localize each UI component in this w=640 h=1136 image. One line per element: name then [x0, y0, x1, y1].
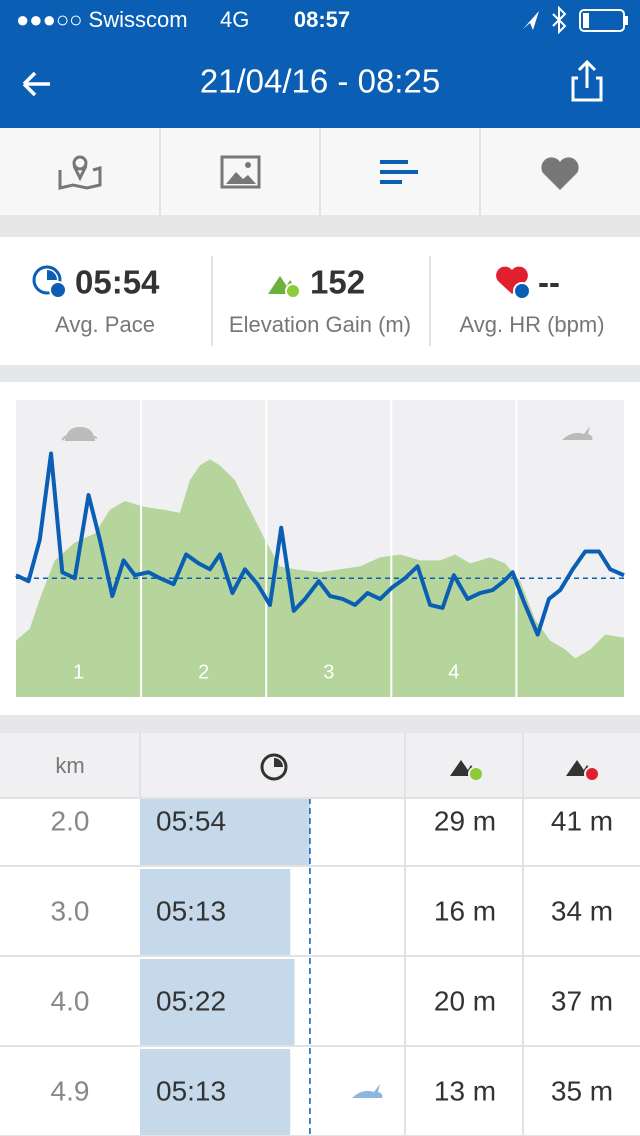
back-button[interactable] — [22, 71, 50, 97]
ascent: 29 m — [434, 805, 496, 836]
bluetooth-icon — [552, 5, 567, 35]
network: 4G — [220, 7, 249, 32]
km: 3.0 — [51, 895, 90, 926]
tab-photo[interactable] — [220, 155, 261, 189]
segment-label: 2 — [198, 661, 209, 683]
stat-value: 05:54 — [75, 264, 160, 301]
stat-value: 152 — [310, 264, 365, 301]
fast-icon — [352, 1084, 383, 1098]
carrier: ●●●○○ Swisscom — [16, 7, 188, 32]
stat-label: Avg. HR (bpm) — [459, 312, 604, 337]
stat-value: -- — [538, 264, 560, 301]
pace-chart: 1 2 3 4 — [15, 400, 625, 697]
km: 4.0 — [51, 985, 90, 1016]
pace-line — [15, 451, 625, 637]
clock: 08:57 — [294, 7, 350, 32]
splits-table: 2.0 05:54 29 m 41 m 3.0 05:13 16 m 34 m 4.0 05:22… — [0, 733, 640, 1136]
hr-icon — [496, 266, 531, 300]
ascent: 13 m — [434, 1075, 496, 1106]
slow-icon — [61, 426, 98, 441]
location-icon — [523, 11, 539, 30]
descent-badge — [584, 766, 600, 782]
pace-bar — [140, 869, 291, 957]
segment-label: 4 — [448, 661, 459, 683]
battery-level — [583, 13, 589, 28]
nav-title: 21/04/16 - 08:25 — [200, 63, 440, 100]
tab-dividers — [159, 128, 481, 215]
pace: 05:22 — [156, 985, 226, 1016]
pace: 05:13 — [156, 895, 226, 926]
elevation-area — [16, 459, 624, 697]
battery — [579, 9, 625, 32]
ascent-badge — [468, 766, 484, 782]
segment-label: 3 — [323, 661, 334, 683]
gap — [0, 715, 640, 733]
stat-label: Elevation Gain (m) — [229, 312, 411, 337]
ascent: 16 m — [434, 895, 496, 926]
tab-heart[interactable] — [541, 157, 579, 190]
gap — [0, 215, 640, 237]
km: 2.0 — [51, 805, 90, 836]
share-button[interactable] — [571, 59, 603, 102]
stat-label: Avg. Pace — [55, 312, 155, 337]
pace: 05:13 — [156, 1075, 226, 1106]
ascent: 20 m — [434, 985, 496, 1016]
pace-bar — [140, 959, 295, 1047]
descent: 37 m — [551, 985, 613, 1016]
pace-icon — [32, 265, 67, 299]
table-header — [0, 733, 640, 798]
gap — [0, 365, 640, 382]
km: 4.9 — [51, 1075, 90, 1106]
pace: 05:54 — [156, 805, 226, 836]
battery-tip — [625, 16, 628, 25]
pace-bar — [140, 1049, 291, 1136]
stat-dividers — [211, 256, 431, 346]
descent: 34 m — [551, 895, 613, 926]
segment-label: 1 — [73, 661, 84, 683]
fast-icon — [562, 426, 593, 440]
stopwatch-icon — [260, 753, 288, 781]
elevation-icon — [268, 276, 301, 299]
tab-splits[interactable] — [380, 160, 418, 184]
tab-map[interactable] — [58, 155, 102, 190]
descent: 35 m — [551, 1075, 613, 1106]
stopwatch-fill — [274, 758, 283, 767]
header-km: km — [55, 753, 84, 778]
descent: 41 m — [551, 805, 613, 836]
